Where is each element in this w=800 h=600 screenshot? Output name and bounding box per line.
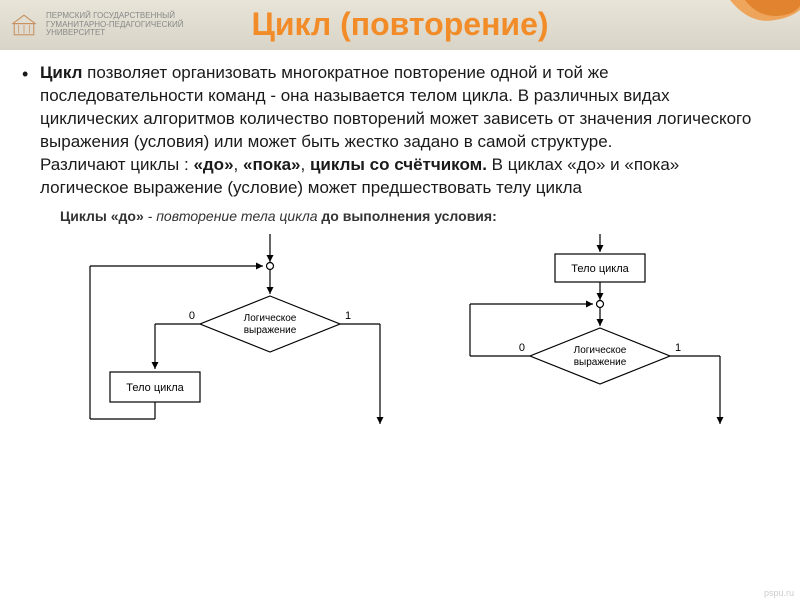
university-name: ПЕРМСКИЙ ГОСУДАРСТВЕННЫЙ ГУМАНИТАРНО-ПЕД… xyxy=(46,12,184,38)
p2-b2: «пока» xyxy=(243,155,301,174)
corner-decoration-icon xyxy=(730,0,800,50)
university-logo-icon xyxy=(10,11,38,39)
sub-mid: - повторение тела цикла xyxy=(144,208,322,224)
p2-pre: Различают циклы : xyxy=(40,155,193,174)
body-box-left-label: Тело цикла xyxy=(126,382,184,394)
diamond-left xyxy=(200,296,340,352)
label-1-left: 1 xyxy=(345,310,351,322)
watermark: pspu.ru xyxy=(764,588,794,598)
body-box-right-label: Тело цикла xyxy=(571,263,629,275)
uni-line-3: УНИВЕРСИТЕТ xyxy=(46,29,184,38)
flowchart-area: Логическое выражение 0 Тело цикла 1 xyxy=(0,224,800,444)
flowchart-right: Тело цикла Логическое выражение 0 1 xyxy=(470,234,720,424)
diamond-left-line2: выражение xyxy=(244,325,297,336)
label-0-right: 0 xyxy=(519,342,525,354)
sub-bold1: Циклы «до» xyxy=(60,208,144,224)
diagram-subheading: Циклы «до» - повторение тела цикла до вы… xyxy=(0,200,800,224)
flowchart-left: Логическое выражение 0 Тело цикла 1 xyxy=(90,234,380,424)
p2-b3: циклы со счётчиком. xyxy=(310,155,487,174)
p2-s2: , xyxy=(301,155,310,174)
paragraph-1: Цикл позволяет организовать многократное… xyxy=(40,62,760,200)
diamond-right-line1: Логическое xyxy=(574,345,627,356)
diamond-right xyxy=(530,328,670,384)
label-0-left: 0 xyxy=(189,310,195,322)
header-bar: ПЕРМСКИЙ ГОСУДАРСТВЕННЫЙ ГУМАНИТАРНО-ПЕД… xyxy=(0,0,800,50)
flowcharts-svg: Логическое выражение 0 Тело цикла 1 xyxy=(0,224,800,444)
diamond-left-line1: Логическое xyxy=(244,313,297,324)
sub-bold2: до выполнения условия: xyxy=(321,208,496,224)
p2-s1: , xyxy=(234,155,243,174)
body-content: Цикл позволяет организовать многократное… xyxy=(0,50,800,200)
p2-b1: «до» xyxy=(193,155,233,174)
label-1-right: 1 xyxy=(675,342,681,354)
diamond-right-line2: выражение xyxy=(574,357,627,368)
slide-title: Цикл (повторение) xyxy=(251,6,548,43)
lead-word: Цикл xyxy=(40,63,82,82)
p1-text: позволяет организовать многократное повт… xyxy=(40,63,751,151)
